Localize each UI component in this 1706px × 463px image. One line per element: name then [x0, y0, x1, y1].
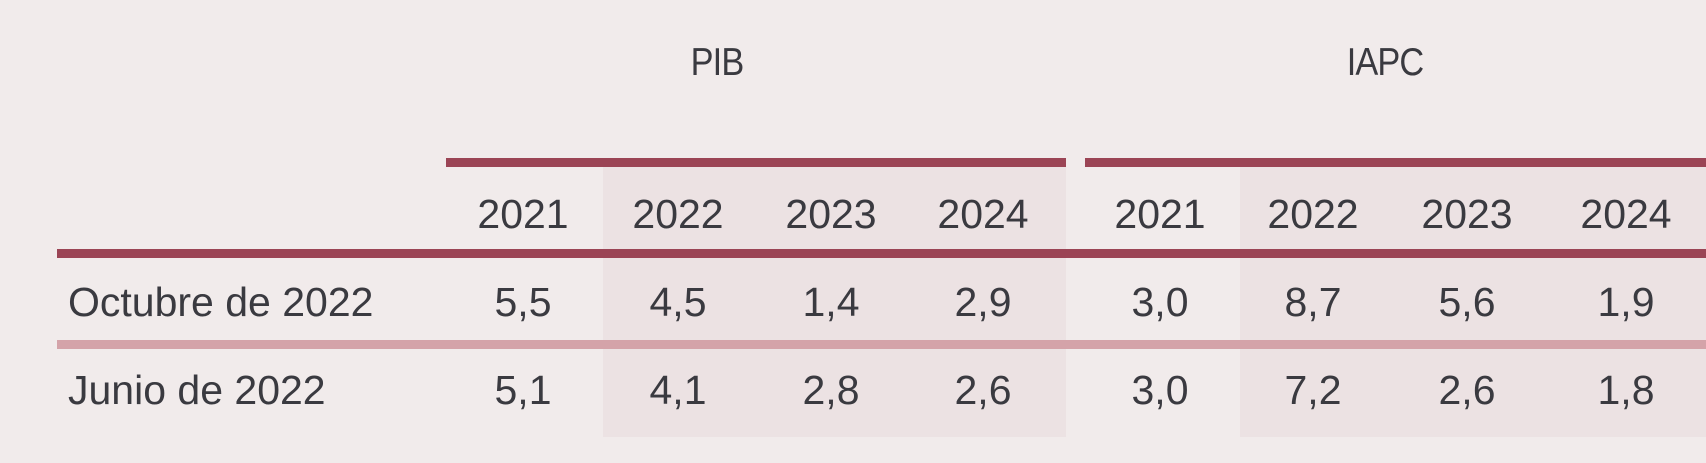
group-title-iapc: IAPC — [1346, 41, 1424, 84]
iapc-value: 1,9 — [1597, 279, 1655, 325]
iapc-value: 2,6 — [1438, 367, 1496, 413]
header-rule — [57, 249, 1706, 258]
row-label: Junio de 2022 — [68, 367, 326, 413]
iapc-year-2024: 2024 — [1580, 191, 1672, 237]
row-label: Octubre de 2022 — [68, 279, 374, 325]
pib-value: 4,5 — [649, 279, 707, 325]
iapc-value: 1,8 — [1597, 367, 1655, 413]
iapc-value: 5,6 — [1438, 279, 1496, 325]
row-separator — [57, 340, 1706, 349]
pib-value: 4,1 — [649, 367, 707, 413]
pib-value: 5,5 — [494, 279, 552, 325]
pib-year-2024: 2024 — [937, 191, 1029, 237]
group-title-pib: PIB — [690, 41, 745, 84]
pib-value: 2,9 — [954, 279, 1012, 325]
pib-value: 2,6 — [954, 367, 1012, 413]
iapc-value: 7,2 — [1284, 367, 1342, 413]
iapc-value: 8,7 — [1284, 279, 1342, 325]
pib-group-rule — [446, 158, 1066, 167]
pib-year-2022: 2022 — [632, 191, 724, 237]
iapc-year-2021: 2021 — [1114, 191, 1206, 237]
iapc-group-rule — [1085, 158, 1706, 167]
pib-year-2023: 2023 — [785, 191, 877, 237]
pib-projection-shade — [603, 167, 1066, 437]
pib-value: 2,8 — [802, 367, 860, 413]
pib-value: 1,4 — [802, 279, 860, 325]
iapc-year-2023: 2023 — [1421, 191, 1513, 237]
iapc-year-2022: 2022 — [1267, 191, 1359, 237]
iapc-projection-shade — [1240, 167, 1706, 437]
pib-value: 5,1 — [494, 367, 552, 413]
iapc-value: 3,0 — [1131, 279, 1189, 325]
iapc-value: 3,0 — [1131, 367, 1189, 413]
pib-year-2021: 2021 — [477, 191, 569, 237]
